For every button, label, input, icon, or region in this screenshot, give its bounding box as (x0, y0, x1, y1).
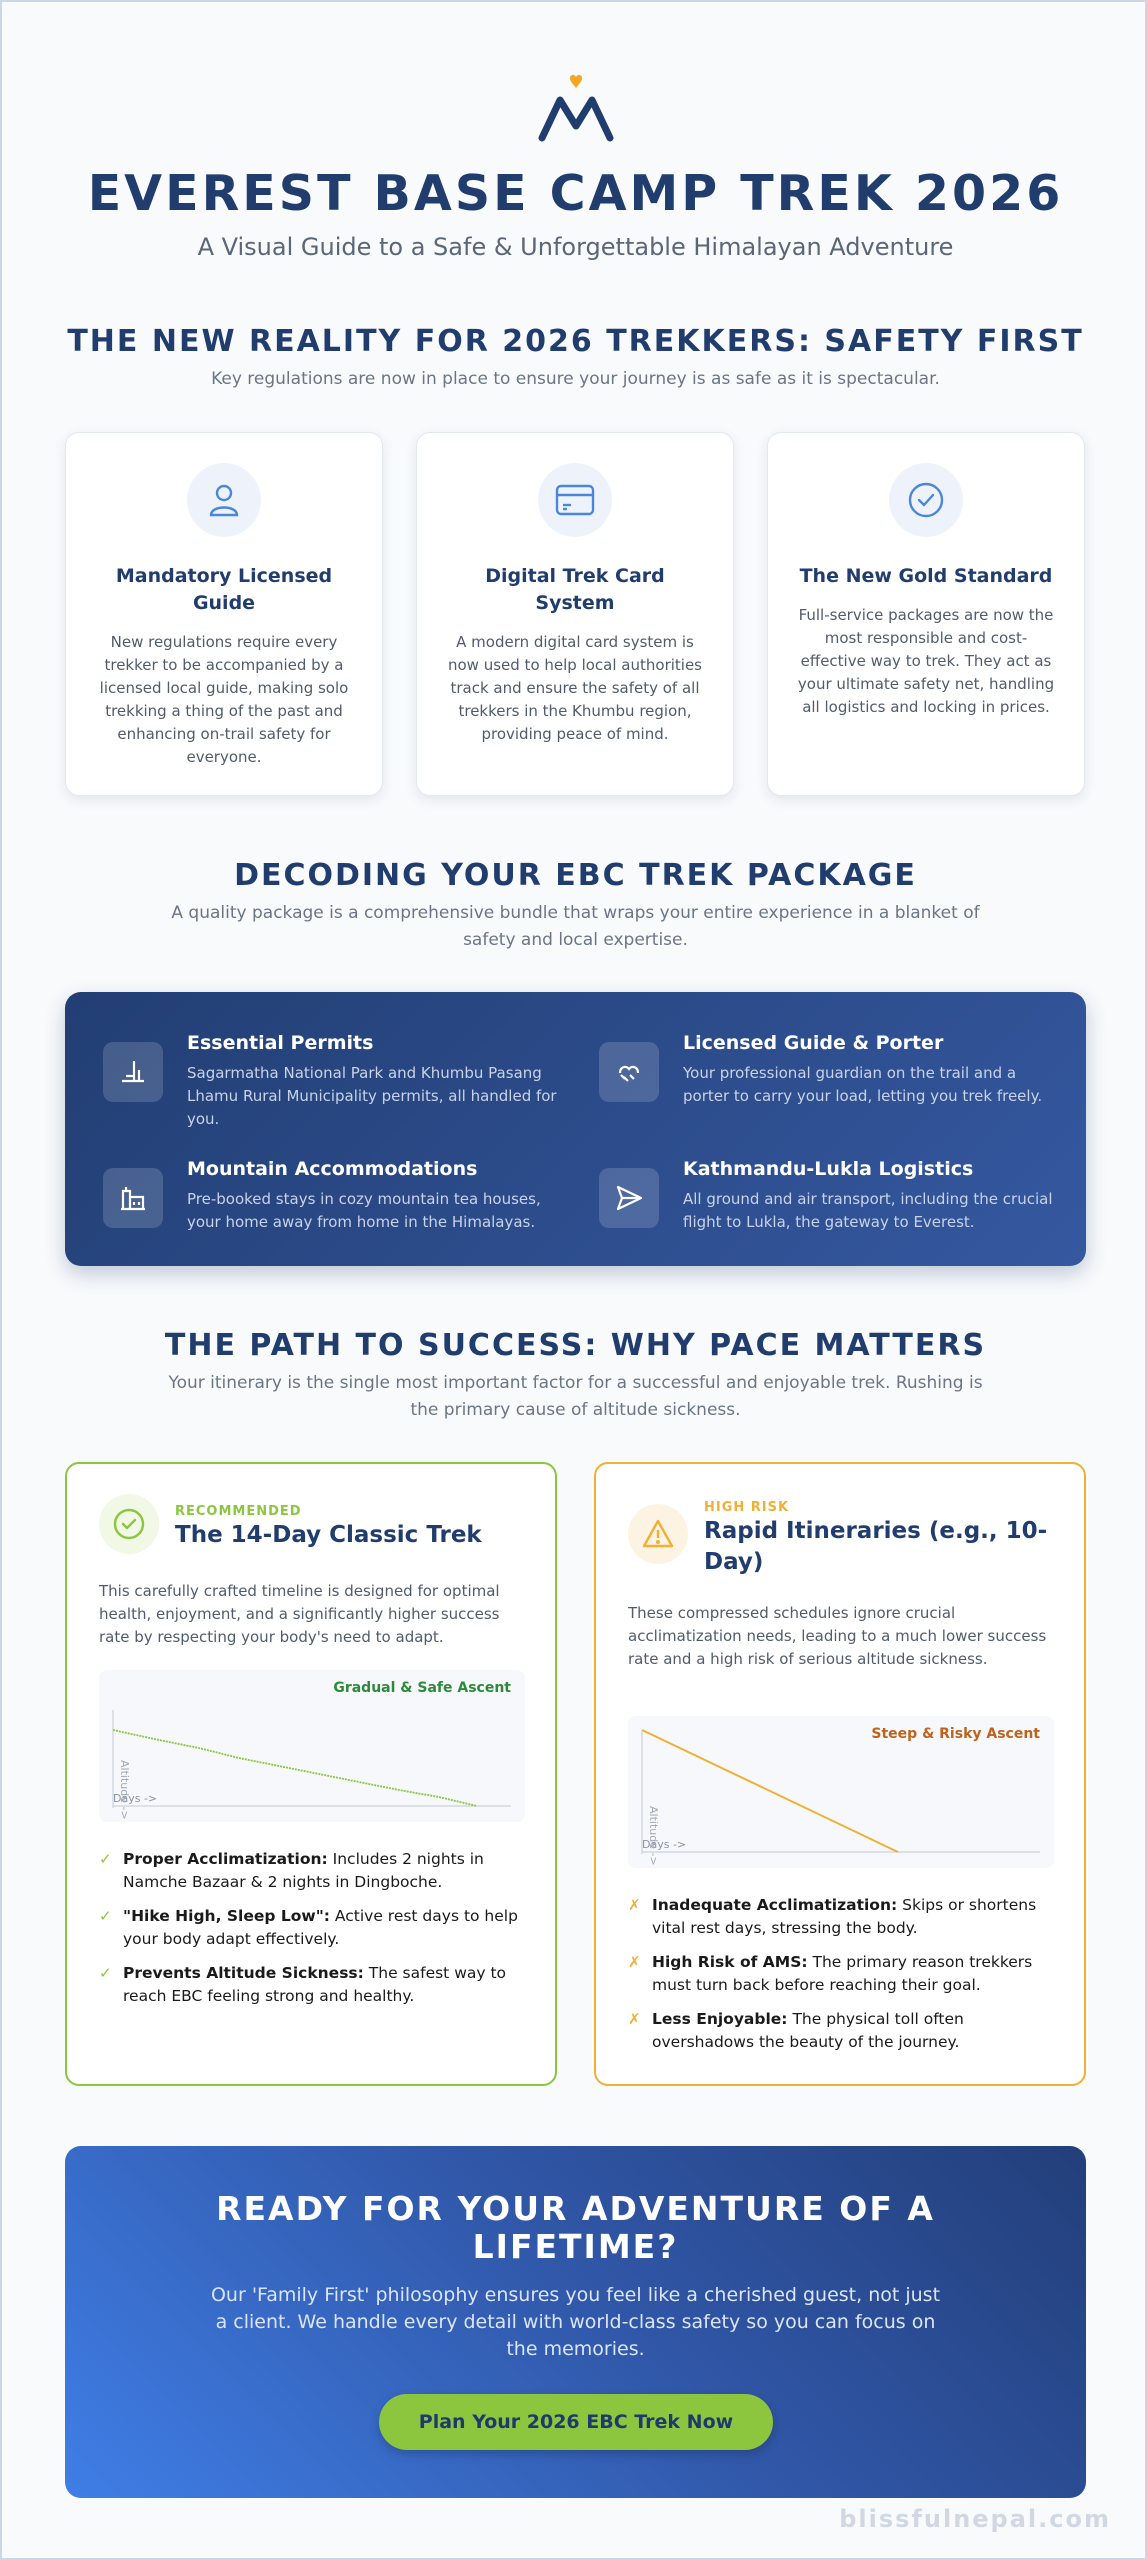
risky-drawbacks-list: ✗ Inadequate Acclimatization: Skips or sh… (628, 1894, 1058, 2065)
package-item-title: Essential Permits (187, 1032, 374, 1054)
package-section-subtitle: A quality package is a comprehensive bun… (171, 903, 980, 950)
chart-x-axis-label: Days -> (642, 1838, 686, 1851)
mountain-heart-icon (536, 72, 616, 144)
recommended-trek-card: RECOMMENDED The 14-Day Classic Trek This… (65, 1462, 557, 2086)
rapid-trek-text: These compressed schedules ignore crucia… (628, 1604, 1047, 1668)
steep-ascent-chart: Days -> Altitude -> Steep & Risky Ascent (628, 1716, 1054, 1868)
list-item: ✓ Prevents Altitude Sickness: The safest … (99, 1964, 507, 2005)
check-circle-icon (889, 463, 963, 537)
guide-icon (599, 1042, 659, 1102)
safety-section-title: THE NEW REALITY FOR 2026 TREKKERS: SAFET… (67, 324, 1084, 359)
page-subtitle: A Visual Guide to a Safe & Unforgettable… (197, 233, 954, 261)
recommended-benefits-list: ✓ Proper Acclimatization: Includes 2 nigh… (99, 1848, 529, 2019)
chart-x-axis-label: Days -> (113, 1792, 157, 1805)
rapid-trek-card: HIGH RISK Rapid Itineraries (e.g., 10-Da… (594, 1462, 1086, 2086)
list-item: ✓ "Hike High, Sleep Low": Active rest day… (99, 1907, 518, 1948)
safety-card-digital: Digital Trek Card System A modern digita… (416, 432, 734, 796)
package-item-text: Pre-booked stays in cozy mountain tea ho… (187, 1190, 541, 1231)
gradual-ascent-chart: Days -> Altitude -> Gradual & Safe Ascen… (99, 1670, 525, 1822)
page-title: EVEREST BASE CAMP TREK 2026 (87, 165, 1064, 222)
permit-icon (103, 1042, 163, 1102)
package-panel: Essential Permits Sagarmatha National Pa… (65, 992, 1086, 1266)
chart-y-axis-label: Altitude -> (647, 1806, 660, 1866)
watermark: blissfulnepal.com (839, 2505, 1111, 2533)
plan-trek-button[interactable]: Plan Your 2026 EBC Trek Now (379, 2394, 773, 2450)
building-icon (103, 1168, 163, 1228)
recommended-tag: RECOMMENDED (175, 1504, 302, 1519)
safety-section-subtitle: Key regulations are now in place to ensu… (211, 369, 940, 389)
list-item: ✗ Inadequate Acclimatization: Skips or sh… (628, 1896, 1037, 1937)
cta-title: READY FOR YOUR ADVENTURE OF A LIFETIME? (216, 2189, 935, 2266)
safety-card-gold-standard: The New Gold Standard Full-service packa… (767, 432, 1085, 796)
rapid-trek-title: Rapid Itineraries (e.g., 10-Day) (704, 1518, 1048, 1575)
warning-icon (628, 1504, 688, 1564)
package-item-title: Mountain Accommodations (187, 1158, 478, 1180)
package-item-title: Licensed Guide & Porter (683, 1032, 944, 1054)
safety-card-text: New regulations require every trekker to… (99, 633, 349, 766)
list-item: ✓ Proper Acclimatization: Includes 2 nigh… (99, 1850, 484, 1891)
safety-card-text: Full-service packages are now the most r… (797, 606, 1055, 716)
user-icon (187, 463, 261, 537)
safety-card-guide: Mandatory Licensed Guide New regulations… (65, 432, 383, 796)
chart-label: Gradual & Safe Ascent (333, 1680, 511, 1696)
pace-section-subtitle: Your itinerary is the single most import… (168, 1373, 983, 1420)
check-circle-icon (99, 1494, 159, 1554)
safety-card-title: Mandatory Licensed Guide (115, 565, 333, 614)
recommended-trek-text: This carefully crafted timeline is desig… (99, 1582, 500, 1646)
card-icon (538, 463, 612, 537)
cta-banner: READY FOR YOUR ADVENTURE OF A LIFETIME? … (65, 2146, 1086, 2498)
package-item-text: All ground and air transport, including … (683, 1190, 1053, 1231)
package-section-title: DECODING YOUR EBC TREK PACKAGE (234, 858, 917, 893)
package-item-title: Kathmandu-Lukla Logistics (683, 1158, 974, 1180)
pace-section-title: THE PATH TO SUCCESS: WHY PACE MATTERS (164, 1328, 987, 1363)
safety-card-text: A modern digital card system is now used… (448, 633, 702, 743)
high-risk-tag: HIGH RISK (704, 1500, 790, 1515)
chart-label: Steep & Risky Ascent (871, 1726, 1040, 1742)
safety-card-title: The New Gold Standard (799, 565, 1053, 587)
package-item-text: Your professional guardian on the trail … (683, 1064, 1043, 1105)
paper-plane-icon (599, 1168, 659, 1228)
package-item-text: Sagarmatha National Park and Khumbu Pasa… (187, 1064, 557, 1128)
list-item: ✗ Less Enjoyable: The physical toll often… (628, 2010, 964, 2051)
list-item: ✗ High Risk of AMS: The primary reason tr… (628, 1953, 1033, 1994)
chart-y-axis-label: Altitude -> (118, 1760, 131, 1820)
safety-card-title: Digital Trek Card System (485, 565, 665, 614)
cta-text: Our 'Family First' philosophy ensures yo… (210, 2284, 941, 2360)
recommended-trek-title: The 14-Day Classic Trek (175, 1522, 482, 1548)
